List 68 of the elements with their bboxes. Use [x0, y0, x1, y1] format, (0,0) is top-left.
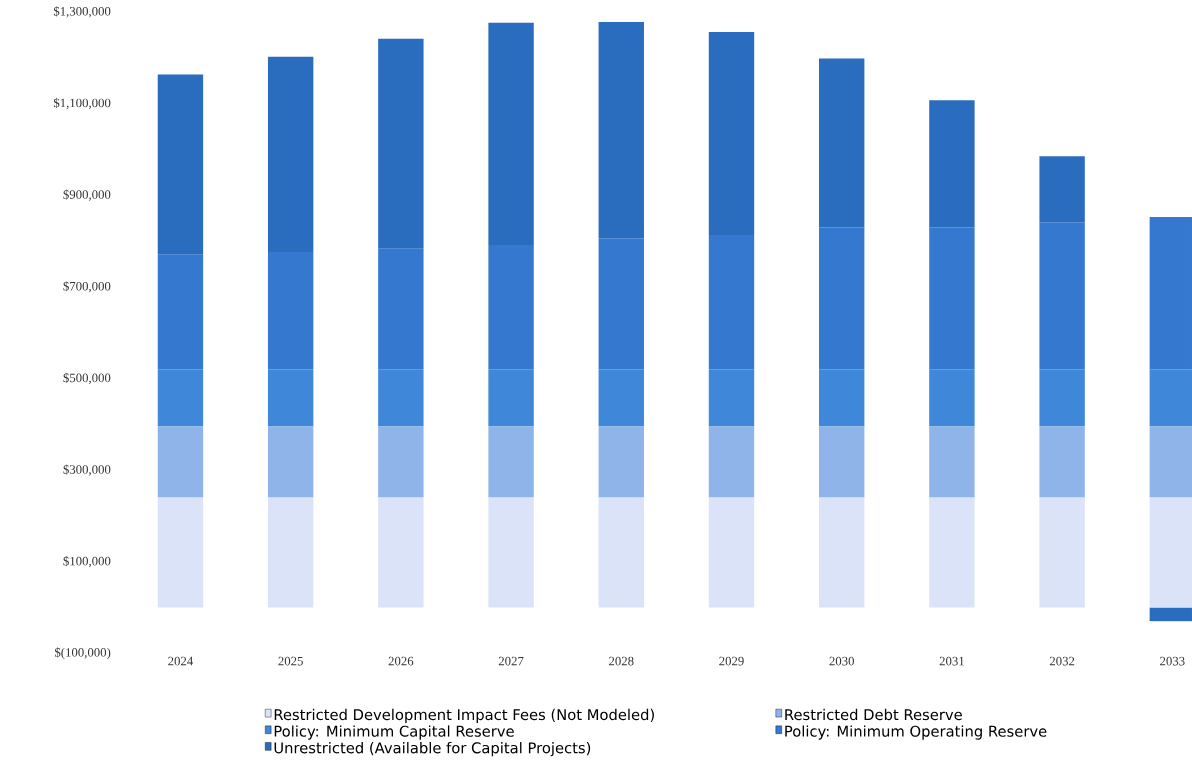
- bar: [267, 426, 314, 498]
- y-tick-label: $1,100,000: [53, 98, 111, 110]
- bar: [157, 369, 204, 427]
- bar: [267, 56, 314, 253]
- bar: [929, 426, 975, 498]
- bar: [598, 426, 644, 498]
- y-tick-label: $100,000: [63, 556, 111, 568]
- bar: [1039, 156, 1085, 223]
- bar: [819, 227, 865, 370]
- bar: [708, 497, 755, 608]
- bar: [488, 245, 534, 370]
- bar: [157, 426, 204, 498]
- bar: [267, 497, 314, 608]
- y-tick-label: $700,000: [63, 281, 111, 293]
- bar: [1039, 497, 1085, 608]
- bar: [157, 254, 204, 370]
- legend-label: Unrestricted (Available for Capital Projects): [274, 742, 591, 757]
- bar: [598, 238, 644, 370]
- bar: [488, 369, 534, 427]
- x-tick-label: 2032: [1049, 656, 1075, 666]
- y-tick-label: $(100,000): [54, 647, 111, 660]
- bar: [708, 369, 755, 427]
- legend-label: Restricted Development Impact Fees (Not Modeled): [274, 708, 654, 724]
- bar: [378, 39, 424, 249]
- bar: [929, 100, 975, 228]
- bar: [488, 497, 534, 608]
- bar: [819, 58, 865, 228]
- legend-label: Policy: Minimum Capital Reserve: [274, 725, 514, 740]
- bar: [267, 369, 314, 427]
- bar: [598, 369, 644, 427]
- y-tick-label: $900,000: [63, 189, 111, 201]
- legend-label: Policy: Minimum Operating Reserve: [785, 725, 1047, 740]
- bar: [488, 426, 534, 498]
- x-tick-label: 2031: [939, 656, 964, 666]
- bar: [708, 32, 755, 236]
- bar: [598, 497, 644, 608]
- bar: [1039, 426, 1085, 498]
- x-tick-label: 2027: [498, 656, 524, 666]
- bar: [378, 426, 424, 498]
- bar: [929, 497, 975, 608]
- x-tick-label: 2026: [388, 656, 414, 666]
- bar: [378, 248, 424, 370]
- x-tick-label: 2033: [1160, 656, 1185, 666]
- bar: [819, 426, 865, 498]
- bar: [929, 227, 975, 370]
- bar: [819, 497, 865, 608]
- y-tick-label: $1,300,000: [53, 6, 111, 18]
- legend-label: Restricted Debt Reserve: [785, 708, 962, 721]
- y-tick-label: $300,000: [63, 464, 111, 476]
- bar: [157, 74, 204, 255]
- y-tick-label: $500,000: [63, 372, 111, 385]
- bar: [267, 252, 314, 370]
- bar: [157, 497, 204, 608]
- bar: [1039, 369, 1085, 427]
- bar: [929, 369, 975, 427]
- bar: [708, 235, 755, 370]
- bar: [378, 497, 424, 608]
- x-tick-label: 2030: [829, 656, 854, 666]
- bar: [488, 23, 534, 246]
- x-tick-label: 2025: [278, 656, 303, 666]
- bar: [378, 369, 424, 427]
- x-tick-label: 2024: [168, 656, 194, 666]
- bar: [819, 369, 865, 427]
- x-tick-label: 2028: [609, 656, 634, 666]
- bar: [598, 22, 644, 239]
- x-tick-label: 2029: [719, 656, 744, 666]
- bar: [1039, 222, 1085, 370]
- bar: [708, 426, 755, 498]
